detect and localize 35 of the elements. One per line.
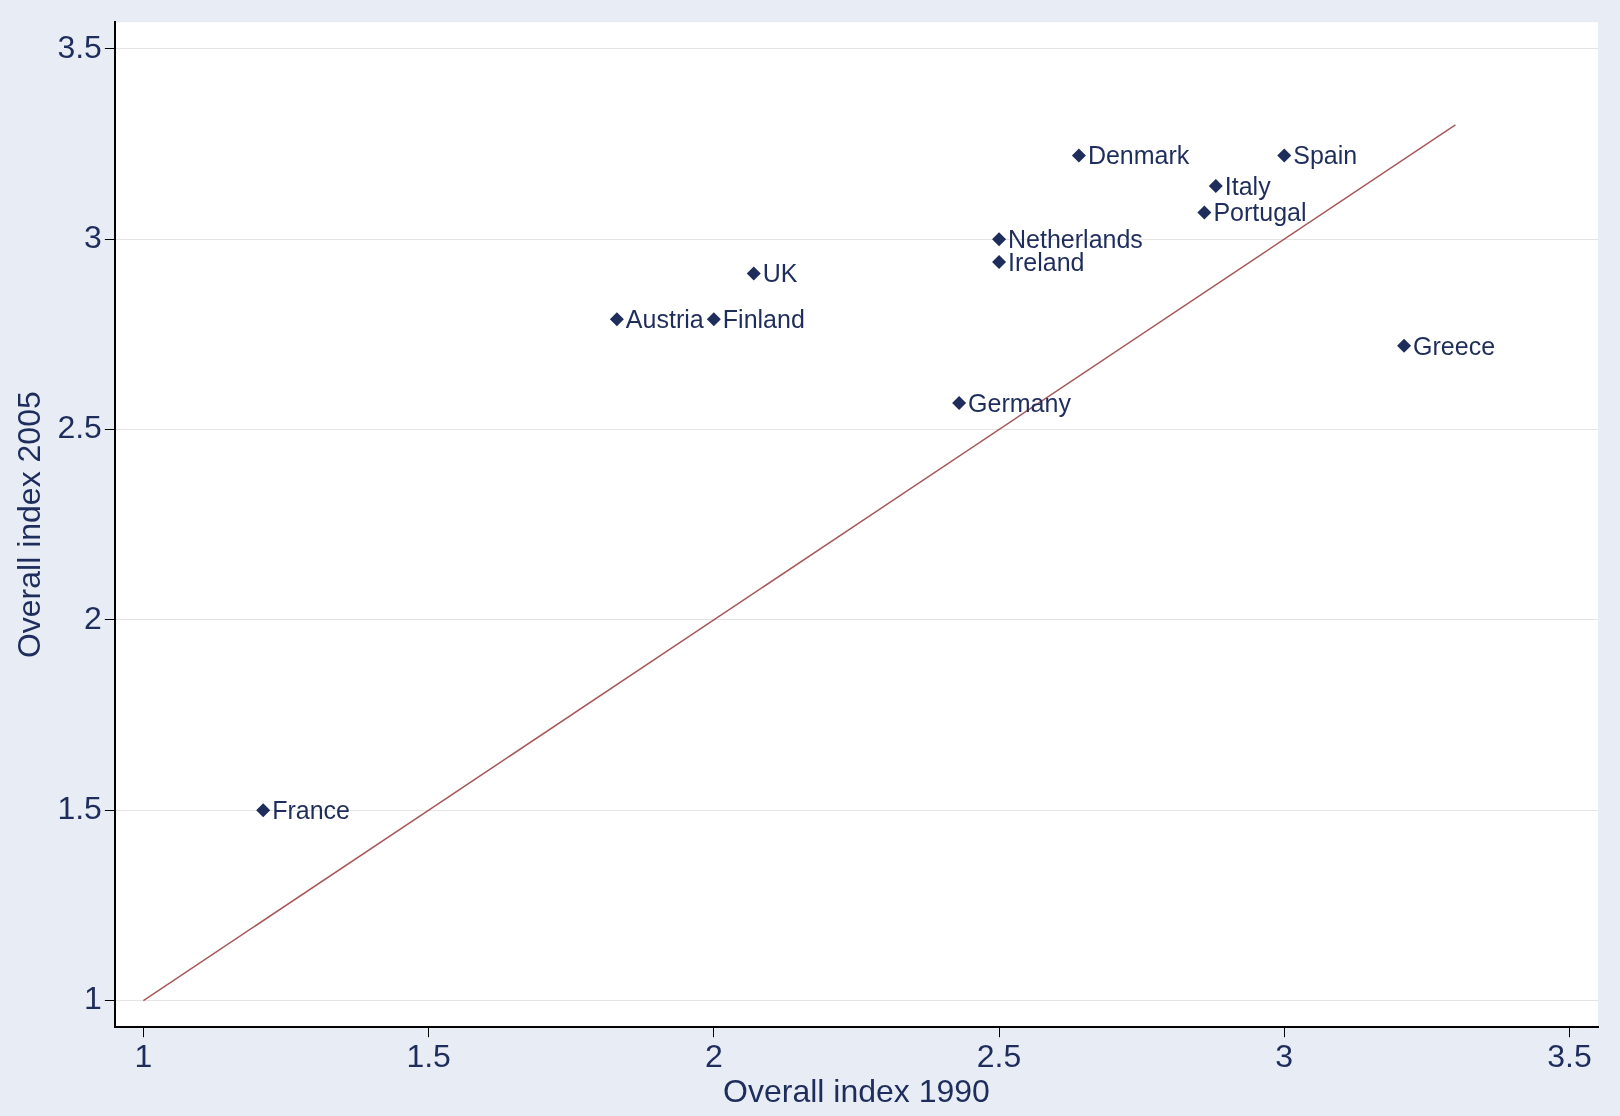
point (992, 255, 1007, 270)
point (746, 266, 761, 281)
data-label: Spain (1293, 141, 1358, 170)
y-tick-label: 2 (84, 599, 102, 636)
x-axis-title: Overall index 1990 (723, 1072, 990, 1109)
y-tick-label: 2.5 (57, 409, 102, 446)
data-label: Finland (722, 305, 805, 334)
data-label: UK (762, 259, 798, 288)
x-tick-label: 1 (134, 1038, 153, 1075)
data-label: Italy (1224, 171, 1272, 200)
point (1071, 148, 1086, 163)
point (609, 312, 624, 327)
y-tick-label: 1 (84, 980, 102, 1017)
data-label: France (272, 796, 351, 825)
point (256, 803, 271, 818)
point (952, 395, 967, 410)
y-tick-label: 1.5 (57, 790, 102, 827)
x-tick-label: 3.5 (1547, 1038, 1592, 1075)
point (706, 312, 721, 327)
x-tick-label: 2 (704, 1038, 723, 1075)
data-label: Ireland (1008, 247, 1085, 276)
point (1197, 205, 1212, 220)
point (992, 232, 1007, 247)
x-tick-label: 2.5 (976, 1038, 1022, 1075)
point (1208, 178, 1223, 193)
y-tick-label: 3.5 (57, 28, 102, 65)
x-tick-label: 3 (1275, 1038, 1294, 1075)
data-label: Denmark (1087, 141, 1190, 170)
point (1277, 148, 1292, 163)
data-label: Austria (625, 305, 704, 334)
y-tick-label: 3 (84, 219, 102, 256)
data-label: Greece (1413, 331, 1496, 360)
y-axis-title: Overall index 2005 (11, 391, 48, 659)
x-tick-label: 1.5 (406, 1038, 451, 1075)
point (1397, 338, 1412, 353)
